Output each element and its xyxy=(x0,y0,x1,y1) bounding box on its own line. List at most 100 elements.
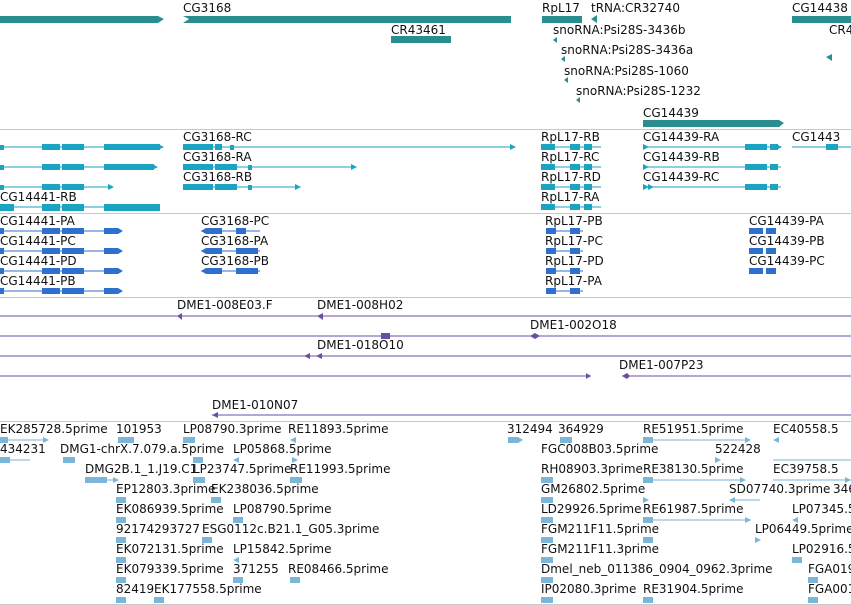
est-label[interactable]: DMG2B.1_1.J19.C1 xyxy=(85,462,198,476)
est-label[interactable]: EC39758.5 xyxy=(773,462,839,476)
est-label[interactable]: LP15842.5prime xyxy=(233,542,332,556)
est-label[interactable]: RE51951.5prime xyxy=(643,422,744,436)
transcript-label[interactable]: CG3168-RC xyxy=(183,130,252,144)
gene-track-glyphs xyxy=(0,15,851,127)
est-label[interactable]: 101953 xyxy=(116,422,162,436)
gene-label[interactable]: snoRNA:Psi28S-1232 xyxy=(576,84,701,98)
est-label[interactable]: 312494 xyxy=(507,422,553,436)
protein-label[interactable]: CG14439-PA xyxy=(749,214,824,228)
transcript-label[interactable]: RpL17-RC xyxy=(541,150,600,164)
est-label[interactable]: RE08466.5prime xyxy=(288,562,389,576)
est-label[interactable]: 82419 xyxy=(116,582,155,596)
gene-label[interactable]: snoRNA:Psi28S-3436a xyxy=(561,43,694,57)
clone-label[interactable]: DME1-002O18 xyxy=(530,318,617,332)
protein-label[interactable]: CG14441-PD xyxy=(0,254,77,268)
est-label[interactable]: SD07740.3prime xyxy=(729,482,831,496)
est-label[interactable]: FGM211F11.5prime xyxy=(541,522,660,536)
gene-label[interactable]: CG3168 xyxy=(183,1,232,15)
est-label[interactable]: GM26802.5prime xyxy=(541,482,646,496)
est-label[interactable]: EP12803.3prime xyxy=(116,482,216,496)
est-label[interactable]: EK285728.5prime xyxy=(0,422,108,436)
est-label[interactable]: Dmel_neb_011386_0904_0962.3prime xyxy=(541,562,773,576)
transcript-label[interactable]: CG14439-RC xyxy=(643,170,720,184)
est-label[interactable]: ESG0112c.B21.1_G05.3prime xyxy=(202,522,380,536)
transcript-label[interactable]: CG3168-RA xyxy=(183,150,252,164)
est-label[interactable]: LP06449.5prime xyxy=(755,522,851,536)
gene-label[interactable]: snoRNA:Psi28S-3436b xyxy=(553,23,686,37)
protein-label[interactable]: RpL17-PB xyxy=(545,214,603,228)
transcript-label[interactable]: CG1443 xyxy=(792,130,841,144)
clone-label[interactable]: DME1-008E03.F xyxy=(177,298,273,312)
protein-label[interactable]: CG14439-PB xyxy=(749,234,825,248)
gene-label[interactable]: CG14439 xyxy=(643,106,699,120)
transcript-label[interactable]: CG3168-RB xyxy=(183,170,253,184)
est-label[interactable]: 434231 xyxy=(0,442,46,456)
est-label[interactable]: RH08903.3prime xyxy=(541,462,643,476)
gene-label[interactable]: CG14438 xyxy=(792,1,848,15)
est-label[interactable]: EK079339.5prime xyxy=(116,562,224,576)
protein-label[interactable]: RpL17-PD xyxy=(545,254,604,268)
est-label[interactable]: EK072131.5prime xyxy=(116,542,224,556)
exon xyxy=(62,184,84,190)
est-label[interactable]: 92174293727 xyxy=(116,522,200,536)
est-label[interactable]: DMG1-chrX.7.079.a.5prime xyxy=(60,442,224,456)
est-label[interactable]: 371255 xyxy=(233,562,279,576)
transcript-label[interactable]: RpL17-RB xyxy=(541,130,600,144)
protein-label[interactable]: CG3168-PA xyxy=(201,234,269,248)
protein-label[interactable]: RpL17-PC xyxy=(545,234,603,248)
est-label[interactable]: LP08790.3prime xyxy=(183,422,282,436)
est-label[interactable]: FGM211F11.3prime xyxy=(541,542,660,556)
est-label[interactable]: RE38130.5prime xyxy=(643,462,744,476)
est-label[interactable]: FGC008B03.5prime xyxy=(541,442,659,456)
cds-block xyxy=(62,248,84,254)
est-label[interactable]: LP05868.5prime xyxy=(233,442,332,456)
protein-label[interactable]: CG3168-PB xyxy=(201,254,270,268)
est-label[interactable]: LP07345.5 xyxy=(792,502,851,516)
est-label[interactable]: LD29926.5prime xyxy=(541,502,642,516)
est-label[interactable]: RE61987.5prime xyxy=(643,502,744,516)
protein-label[interactable]: CG14441-PC xyxy=(0,234,76,248)
est-label[interactable]: RE11993.5prime xyxy=(290,462,391,476)
est-label[interactable]: EK238036.5prime xyxy=(211,482,319,496)
est-glyph xyxy=(808,597,818,603)
clone-label[interactable]: DME1-010N07 xyxy=(212,398,299,412)
protein-label[interactable]: CG3168-PC xyxy=(201,214,270,228)
est-label[interactable]: EK177558.5prime xyxy=(154,582,262,596)
gene-label[interactable]: CR43461 xyxy=(391,23,446,37)
est-label[interactable]: LP23747.5prime xyxy=(193,462,292,476)
protein-label[interactable]: CG14439-PC xyxy=(749,254,825,268)
est-label[interactable]: RE11893.5prime xyxy=(288,422,389,436)
transcript-label[interactable]: RpL17-RA xyxy=(541,190,600,204)
gene-label[interactable]: CR4 xyxy=(829,23,851,37)
clone-label[interactable]: DME1-007P23 xyxy=(619,358,704,372)
clone-label[interactable]: DME1-008H02 xyxy=(317,298,404,312)
transcript-label[interactable]: RpL17-RD xyxy=(541,170,601,184)
est-label[interactable]: IP02080.3prime xyxy=(541,582,637,596)
exon xyxy=(770,164,778,170)
est-label[interactable]: EK086939.5prime xyxy=(116,502,224,516)
gene-label[interactable]: snoRNA:Psi28S-1060 xyxy=(564,64,689,78)
gene-label[interactable]: RpL17 xyxy=(542,1,580,15)
transcript-label[interactable]: CG14439-RA xyxy=(643,130,720,144)
protein-label[interactable]: CG14441-PA xyxy=(0,214,75,228)
est-label[interactable]: FGA001 xyxy=(808,582,851,596)
est-label[interactable]: 364929 xyxy=(558,422,604,436)
cds-block xyxy=(236,228,246,234)
est-label[interactable]: 522428 xyxy=(715,442,761,456)
protein-label[interactable]: RpL17-PA xyxy=(545,274,602,288)
est-label[interactable]: LP02916.5 xyxy=(792,542,851,556)
exon xyxy=(152,164,158,170)
est-label[interactable]: LP08790.5prime xyxy=(233,502,332,516)
est-label[interactable]: 346 xyxy=(833,482,851,496)
gene-label[interactable]: tRNA:CR32740 xyxy=(591,1,680,15)
transcript-label[interactable]: CG14439-RB xyxy=(643,150,720,164)
protein-label[interactable]: CG14441-PB xyxy=(0,274,76,288)
est-label[interactable]: RE31904.5prime xyxy=(643,582,744,596)
est-label[interactable]: FGA019 xyxy=(808,562,851,576)
est-label[interactable]: EC40558.5 xyxy=(773,422,839,436)
exon xyxy=(584,144,592,150)
transcript-label[interactable]: CG14441-RB xyxy=(0,190,77,204)
clone-label[interactable]: DME1-018O10 xyxy=(317,338,404,352)
gene-glyph xyxy=(183,16,511,23)
